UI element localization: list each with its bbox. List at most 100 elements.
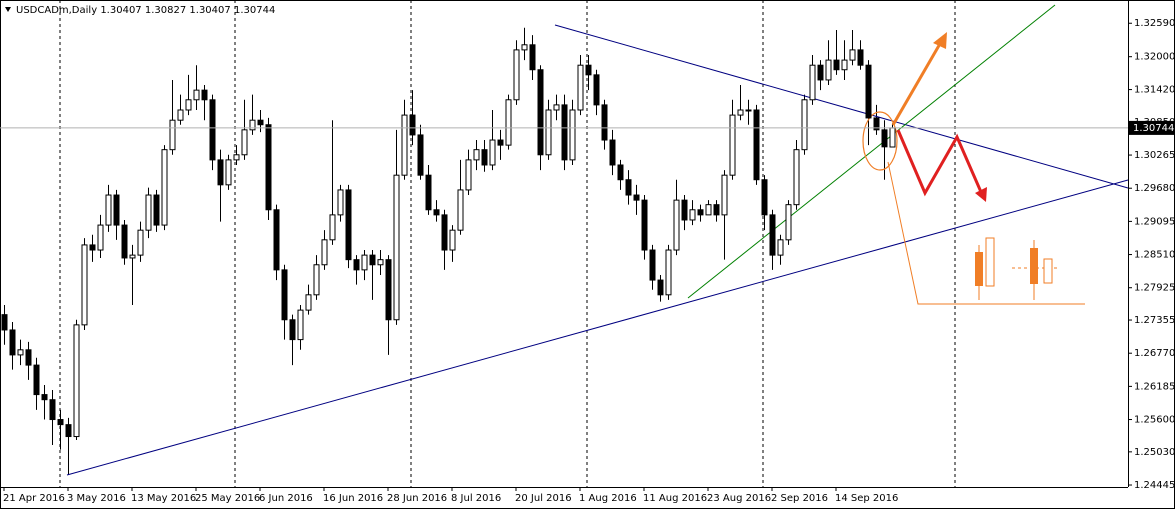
candle-body: [545, 109, 552, 156]
candle-body: [145, 194, 152, 231]
candle-body: [241, 129, 248, 156]
candle-body: [201, 89, 208, 101]
candle-body: [337, 189, 344, 216]
candle-body: [193, 89, 200, 101]
candle-body: [313, 264, 320, 296]
candle-body: [841, 59, 848, 71]
icon-candle: [1030, 248, 1038, 284]
candle-body: [409, 114, 416, 136]
candle-body: [881, 129, 888, 148]
candle-body: [705, 204, 712, 216]
ohlc-low: 1.30407: [189, 5, 230, 16]
candle-body: [297, 309, 304, 341]
candle-body: [825, 59, 832, 81]
candle-body: [169, 119, 176, 151]
candle-body: [489, 139, 496, 166]
candle-body: [33, 364, 40, 396]
price-label-box: [1129, 120, 1175, 135]
x-tick-label: 6 Jun 2016: [259, 493, 313, 504]
candle-body: [81, 244, 88, 326]
icon-candle: [985, 237, 995, 287]
candle-body: [433, 209, 440, 216]
x-tick-label: 21 Apr 2016: [3, 493, 65, 504]
candle-body: [281, 269, 288, 321]
ohlc-close: 1.30744: [234, 5, 275, 16]
callout-line: [887, 161, 1085, 305]
candle-body: [889, 127, 896, 148]
candle-body: [729, 114, 736, 176]
candle-body: [849, 49, 856, 61]
ohlc-open: 1.30407: [100, 5, 141, 16]
candle-body: [857, 49, 864, 66]
y-tick-label: 1.25600: [1134, 415, 1175, 426]
candle-body: [393, 174, 400, 321]
candle-body: [209, 99, 216, 161]
x-tick-label: 11 Aug 2016: [643, 493, 707, 504]
x-tick-label: 28 Jun 2016: [387, 493, 447, 504]
candle-body: [865, 64, 872, 119]
highlight-ellipse: [862, 111, 898, 171]
y-tick-label: 1.32590: [1134, 18, 1175, 29]
icon-candle: [975, 252, 983, 286]
candle-body: [777, 239, 784, 256]
candle-body: [641, 199, 648, 251]
candle-body: [257, 119, 264, 126]
candle-body: [521, 44, 528, 51]
candle-body: [481, 149, 488, 166]
x-tick-label: 25 May 2016: [195, 493, 260, 504]
y-tick-label: 1.24445: [1134, 480, 1175, 491]
candle-body: [553, 104, 560, 111]
chart-title: USDCADm,Daily: [16, 5, 97, 16]
support-trendline: [66, 179, 1129, 476]
candle-body: [505, 99, 512, 146]
candle-body: [249, 119, 256, 131]
candle-body: [617, 164, 624, 181]
y-tick-label: 1.26770: [1134, 348, 1175, 359]
up-arrowhead: [933, 32, 947, 49]
candle-body: [377, 259, 384, 266]
candle-body: [649, 249, 656, 281]
candle-body: [753, 109, 760, 181]
candle-body: [137, 229, 144, 256]
candle-body: [681, 199, 688, 221]
candle-body: [345, 189, 352, 261]
candle-body: [425, 174, 432, 211]
resistance-trendline: [554, 24, 1129, 189]
y-tick-label: 1.27925: [1134, 283, 1175, 294]
candle-body: [537, 69, 544, 156]
candle-body: [401, 114, 408, 176]
candle-body: [785, 204, 792, 241]
candle-body: [441, 214, 448, 251]
candle-body: [65, 424, 72, 438]
candle-body: [697, 209, 704, 216]
x-tick-label: 13 May 2016: [131, 493, 196, 504]
candle-body: [1, 314, 8, 331]
candle-body: [105, 194, 112, 226]
candle-body: [457, 189, 464, 231]
candle-body: [593, 74, 600, 106]
candle-body: [473, 149, 480, 161]
zigzag-arrow: [896, 129, 983, 197]
candle-body: [625, 179, 632, 196]
ohlc-high: 1.30827: [145, 5, 186, 16]
x-tick-label: 23 Aug 2016: [707, 493, 771, 504]
x-tick-label: 3 May 2016: [67, 493, 126, 504]
candle-body: [665, 249, 672, 296]
candle-body: [689, 209, 696, 221]
candle-body: [833, 59, 840, 71]
candle-body: [113, 194, 120, 226]
candle-body: [369, 254, 376, 266]
drawings: [66, 4, 1129, 476]
candle-body: [633, 194, 640, 201]
candle-body: [321, 239, 328, 266]
y-tick-label: 1.31420: [1134, 85, 1175, 96]
candle-body: [273, 209, 280, 271]
candle-body: [713, 204, 720, 216]
menu-triangle: [5, 7, 11, 12]
candle-body: [233, 154, 240, 161]
candle-body: [417, 134, 424, 176]
candle-body: [385, 259, 392, 321]
candle-body: [49, 399, 56, 421]
y-tick-label: 1.28510: [1134, 250, 1175, 261]
